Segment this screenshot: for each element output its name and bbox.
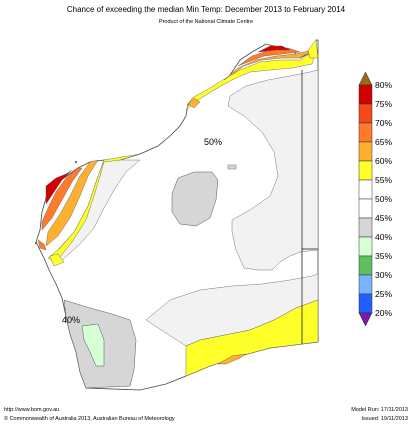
footer-model-run: Model Run: 17/11/2013 (351, 407, 408, 413)
legend-tick-label: 80% (375, 80, 392, 90)
legend-swatch (358, 160, 373, 181)
orange-north-islet (187, 97, 201, 109)
red-band-west (45, 169, 73, 205)
legend-swatch (358, 179, 373, 200)
legend-swatch (358, 103, 373, 124)
chart-title: Chance of exceeding the median Min Temp:… (66, 5, 346, 14)
small-orange-west (37, 239, 47, 251)
legend-swatch (358, 217, 373, 238)
map-label-50: 50% (204, 137, 223, 147)
chart-subtitle: Product of the National Climate Centre (158, 19, 254, 25)
legend-tick-label: 45% (375, 213, 392, 223)
legend-tick-label: 25% (375, 289, 392, 299)
legend-tick-label: 55% (375, 175, 392, 185)
yellow-coast-sw (49, 253, 65, 267)
footer-copyright: © Commonwealth of Australia 2013, Austra… (4, 416, 175, 422)
legend-swatch (358, 122, 373, 143)
legend-swatch (358, 236, 373, 257)
yellow-band-south (185, 299, 319, 377)
legend-swatch (358, 255, 373, 276)
legend-tick-label: 35% (375, 251, 392, 261)
orange-band-west (45, 159, 99, 247)
yellow-tip-north (307, 39, 319, 59)
legend-swatch (358, 141, 373, 162)
legend-tick-label: 50% (375, 194, 392, 204)
darkorange-band-north (237, 47, 301, 67)
legend-tick-label: 40% (375, 232, 392, 242)
legend-tick-label: 70% (375, 118, 392, 128)
grey-speck (227, 164, 237, 170)
footer-issued: Issued: 19/11/2013 (361, 416, 408, 422)
legend-swatch (358, 84, 373, 105)
legend-swatch (358, 274, 373, 295)
legend-tick-label: 60% (375, 156, 392, 166)
legend-colorbar: 80% 75% 70% 65% 60% 55% 50% 45% 40% 35% 30% 25% 20% (358, 71, 392, 327)
map-label-40: 40% (62, 315, 81, 325)
yellow-band-west (47, 153, 141, 263)
legend-bottom-arrow (358, 312, 373, 327)
orange-band-south (217, 353, 247, 365)
legend-swatch (358, 198, 373, 219)
legend-swatch (358, 293, 373, 314)
grey-patch-inland (171, 171, 219, 227)
footer-url: http://www.bom.gov.au (4, 407, 60, 413)
island (35, 242, 37, 244)
legend-top-arrow (358, 71, 373, 86)
island (75, 161, 77, 163)
red-band-north (257, 45, 291, 53)
darkorange-band-west (41, 167, 83, 231)
legend-tick-label: 20% (375, 308, 392, 318)
legend-tick-label: 65% (375, 137, 392, 147)
legend-tick-label: 30% (375, 270, 392, 280)
legend-tick-label: 75% (375, 99, 392, 109)
grey-zone-northeast (227, 69, 319, 271)
legend: 80% 75% 70% 65% 60% 55% 50% 45% 40% 35% 30% 25% 20% (358, 71, 408, 356)
green-patch-southwest (81, 323, 105, 367)
